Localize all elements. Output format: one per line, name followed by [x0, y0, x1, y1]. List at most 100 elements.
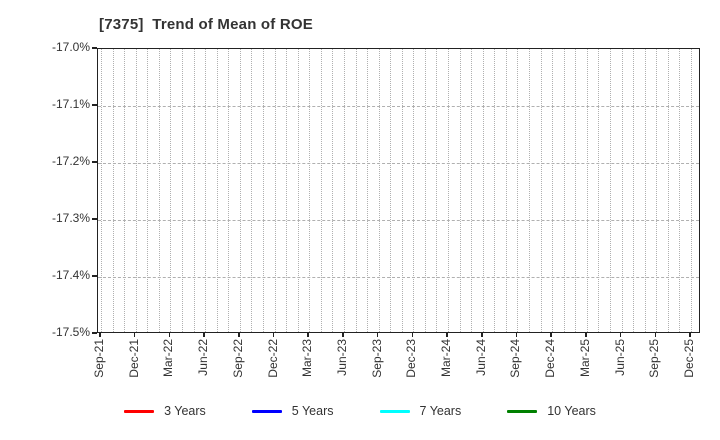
- x-gridline: [621, 49, 623, 332]
- y-tick-mark: [92, 161, 97, 163]
- x-gridline: [135, 49, 137, 332]
- x-gridline: [216, 49, 218, 332]
- x-gridline: [575, 49, 577, 332]
- x-gridline: [170, 49, 172, 332]
- x-gridline: [436, 49, 438, 332]
- x-gridline: [297, 49, 299, 332]
- x-tick-label: Dec-24: [543, 339, 558, 378]
- y-gridline: [98, 277, 699, 278]
- x-gridline: [401, 49, 403, 332]
- y-tick-mark: [92, 218, 97, 220]
- grid-layer: [98, 49, 699, 332]
- x-gridline: [610, 49, 612, 332]
- x-tick-label: Mar-22: [161, 339, 176, 378]
- legend-label: 5 Years: [291, 404, 334, 418]
- x-tick-mark: [272, 333, 275, 337]
- x-gridline: [563, 49, 565, 332]
- x-gridline: [124, 49, 126, 332]
- x-tick-mark: [168, 333, 171, 337]
- x-tick-mark: [342, 333, 344, 337]
- y-tick-mark: [92, 104, 97, 106]
- x-gridline: [656, 49, 658, 332]
- x-tick-mark: [411, 333, 414, 337]
- y-tick-label: -17.0%: [51, 40, 90, 54]
- x-gridline: [633, 49, 635, 332]
- y-tick-label: -17.2%: [51, 154, 90, 168]
- x-gridline: [540, 49, 542, 332]
- x-gridline: [552, 49, 554, 332]
- x-tick-mark: [689, 333, 691, 337]
- legend-label: 7 Years: [419, 404, 462, 418]
- x-gridline: [193, 49, 195, 332]
- x-gridline: [586, 49, 588, 332]
- x-tick-label: Dec-25: [682, 339, 696, 378]
- x-gridline: [239, 49, 241, 332]
- x-gridline: [494, 49, 496, 332]
- x-gridline: [505, 49, 507, 332]
- x-tick-label: Sep-23: [369, 339, 384, 378]
- x-gridline: [251, 49, 253, 332]
- x-gridline: [448, 49, 450, 332]
- x-tick-label: Mar-24: [439, 339, 454, 378]
- legend-line-sample: [379, 409, 410, 413]
- legend-line-sample: [507, 409, 538, 413]
- x-tick-label: Jun-22: [196, 339, 211, 376]
- x-tick-mark: [654, 333, 657, 337]
- x-gridline: [158, 49, 160, 332]
- legend-item: 5 Years: [251, 404, 334, 418]
- legend-item: 7 Years: [379, 404, 462, 418]
- x-tick-mark: [481, 333, 483, 337]
- x-tick-mark: [99, 333, 101, 337]
- y-gridline: [98, 106, 699, 107]
- x-gridline: [355, 49, 357, 332]
- plot-area: [97, 48, 700, 333]
- x-gridline: [529, 49, 531, 332]
- x-tick-label: Mar-25: [577, 339, 592, 378]
- x-gridline: [309, 49, 311, 332]
- x-tick-mark: [133, 333, 136, 337]
- legend: 3 Years 5 Years 7 Years 10 Years: [0, 404, 720, 418]
- y-tick-mark: [92, 47, 97, 49]
- x-gridline: [644, 49, 646, 332]
- x-tick-label: Dec-21: [126, 339, 141, 378]
- legend-item: 3 Years: [124, 404, 206, 418]
- x-gridline: [459, 49, 461, 332]
- x-tick-mark: [307, 333, 309, 337]
- x-tick-mark: [238, 333, 240, 337]
- y-tick-label: -17.1%: [51, 97, 90, 111]
- x-tick-label: Dec-22: [265, 339, 280, 378]
- x-gridline: [286, 49, 288, 332]
- x-gridline: [332, 49, 334, 332]
- x-gridline: [667, 49, 669, 332]
- legend-label: 3 Years: [164, 404, 206, 418]
- x-gridline: [471, 49, 473, 332]
- x-gridline: [390, 49, 392, 332]
- x-tick-label: Sep-25: [647, 339, 662, 378]
- y-tick-mark: [92, 275, 97, 277]
- x-tick-label: Sep-21: [92, 339, 106, 378]
- y-gridline: [98, 220, 699, 221]
- x-gridline: [101, 49, 102, 332]
- legend-line-sample: [124, 409, 155, 413]
- chart-title: [7375] Trend of Mean of ROE: [99, 16, 313, 33]
- y-tick-mark: [92, 332, 97, 334]
- x-gridline: [378, 49, 380, 332]
- y-tick-label: -17.5%: [51, 325, 90, 339]
- x-tick-mark: [446, 333, 448, 337]
- x-tick-label: Dec-23: [404, 339, 419, 378]
- x-gridline: [262, 49, 264, 332]
- x-gridline: [147, 49, 149, 332]
- x-gridline: [517, 49, 519, 332]
- x-tick-mark: [619, 333, 622, 337]
- x-gridline: [181, 49, 183, 332]
- x-gridline: [598, 49, 600, 332]
- x-tick-mark: [203, 333, 205, 337]
- y-tick-label: -17.3%: [51, 211, 90, 225]
- x-tick-label: Sep-22: [230, 339, 245, 378]
- x-gridline: [482, 49, 484, 332]
- legend-label: 10 Years: [547, 404, 596, 418]
- legend-item: 10 Years: [507, 404, 596, 418]
- x-gridline: [343, 49, 345, 332]
- x-tick-label: Jun-24: [473, 339, 488, 376]
- x-gridline: [413, 49, 415, 332]
